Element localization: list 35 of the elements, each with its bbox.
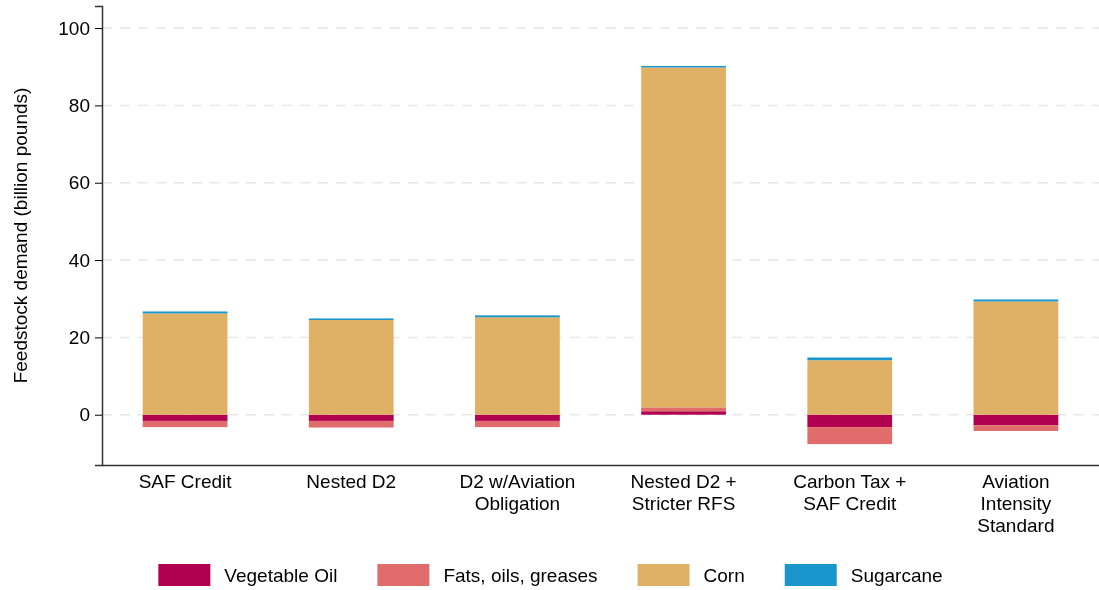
bar <box>641 411 726 415</box>
bar <box>475 420 560 428</box>
legend-label: Corn <box>703 565 745 586</box>
bar <box>475 414 560 421</box>
bar <box>641 67 726 408</box>
y-tick-label: 80 <box>68 94 90 116</box>
x-tick-label: SAF Credit <box>138 471 233 493</box>
bar <box>807 414 893 428</box>
bar <box>973 425 1059 431</box>
bar <box>973 414 1059 426</box>
y-tick-label: 100 <box>58 17 90 39</box>
bar <box>807 427 893 445</box>
y-tick-label: 40 <box>68 249 90 271</box>
bar <box>142 313 228 415</box>
legend-label: Vegetable Oil <box>224 565 338 586</box>
y-axis-title: Feedstock demand (billion pounds) <box>10 87 31 384</box>
x-tick-label: Aviation Intensity Standard <box>977 471 1055 537</box>
legend-label: Fats, oils, greases <box>443 565 598 586</box>
y-tick-label: 60 <box>68 172 90 194</box>
bar <box>308 420 394 428</box>
bar <box>142 420 228 428</box>
bar <box>308 414 394 421</box>
legend-label: Sugarcane <box>850 565 943 586</box>
x-tick-label: D2 w/Aviation Obligation <box>459 471 576 515</box>
bar <box>807 360 893 415</box>
bar <box>973 301 1059 415</box>
bar <box>641 407 726 412</box>
x-tick-label: Nested D2 + Stricter RFS <box>630 471 737 515</box>
y-tick-label: 0 <box>79 404 90 426</box>
x-tick-label: Carbon Tax + SAF Credit <box>793 471 907 515</box>
bar <box>308 319 394 415</box>
bar <box>475 317 560 415</box>
x-tick-label: Nested D2 <box>306 471 397 493</box>
y-tick-label: 20 <box>68 326 90 348</box>
bar <box>142 414 228 421</box>
